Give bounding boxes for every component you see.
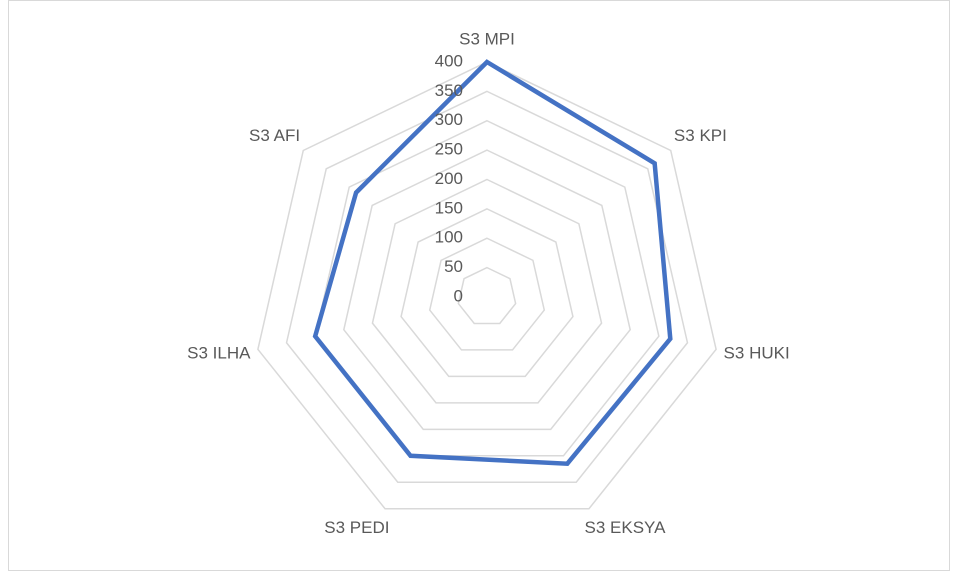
grid-ring (285, 90, 689, 484)
axis-tick-label: 200 (435, 169, 463, 188)
axis-tick-label: 150 (435, 198, 463, 217)
grid-ring (342, 149, 632, 431)
grid-ring (428, 237, 546, 351)
category-label: S3 AFI (249, 126, 300, 145)
category-label: S3 EKSYA (585, 518, 667, 537)
axis-tick-label: 100 (435, 228, 463, 247)
category-label: S3 ILHA (187, 344, 251, 363)
grid-ring (371, 178, 603, 404)
axis-tick-label: 350 (435, 81, 463, 100)
grid-ring (314, 119, 660, 457)
grid-ring (457, 266, 517, 325)
grid-ring (257, 61, 717, 510)
axis-tick-label: 0 (454, 286, 463, 305)
chart-frame (8, 0, 950, 571)
category-label: S3 HUKI (724, 344, 790, 363)
category-label: S3 KPI (674, 126, 727, 145)
axis-tick-label: 50 (444, 257, 463, 276)
category-label: S3 PEDI (324, 518, 389, 537)
axis-tick-label: 400 (435, 51, 463, 70)
grid-ring (400, 208, 574, 378)
axis-tick-label: 250 (435, 140, 463, 159)
axis-tick-label: 300 (435, 110, 463, 129)
series-line (312, 59, 673, 467)
category-label: S3 MPI (459, 29, 515, 48)
